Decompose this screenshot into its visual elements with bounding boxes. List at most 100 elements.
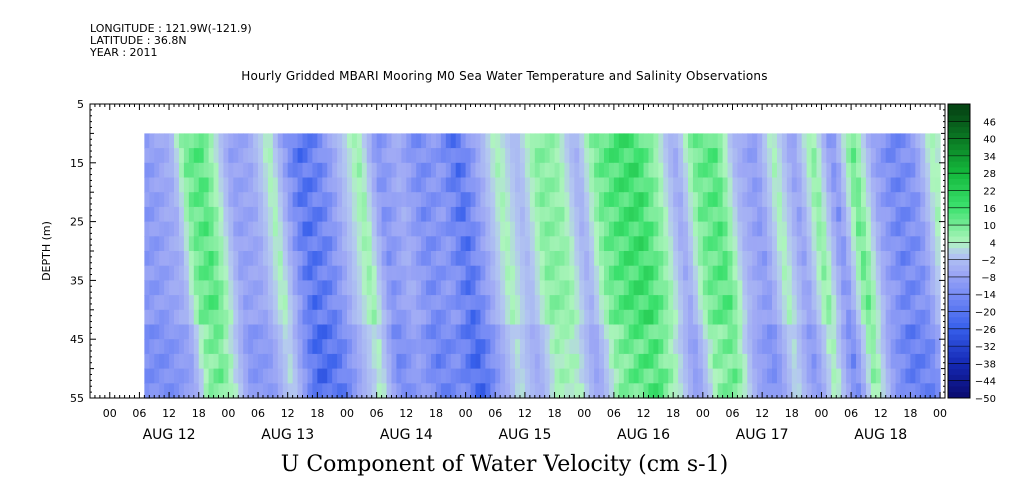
heatmap-cell (445, 339, 452, 355)
heatmap-cell (875, 339, 882, 355)
heatmap-cell (865, 280, 872, 296)
heatmap-cell (287, 309, 294, 326)
heatmap-cell (515, 221, 521, 237)
heatmap-cell (248, 251, 254, 267)
heatmap-cell (342, 206, 348, 223)
heatmap-cell (915, 383, 921, 399)
heatmap-cell (574, 251, 580, 267)
heatmap-cell (416, 339, 422, 355)
heatmap-cell (890, 148, 897, 164)
heatmap-cell (885, 309, 892, 326)
heatmap-cell (697, 177, 704, 193)
heatmap-cell (223, 280, 229, 296)
heatmap-cell (633, 206, 640, 223)
heatmap-cell (678, 383, 684, 399)
heatmap-cell (648, 339, 655, 355)
heatmap-cell (460, 295, 467, 311)
heatmap-cell (203, 162, 210, 179)
colorbar-swatch (948, 374, 970, 382)
heatmap-cell (243, 192, 249, 208)
heatmap-cell (851, 309, 857, 326)
heatmap-cell (470, 192, 477, 208)
heatmap-cell (781, 368, 788, 384)
heatmap-cell (796, 206, 803, 223)
heatmap-cell (752, 133, 758, 149)
heatmap-cell (178, 177, 185, 193)
colorbar-swatch (948, 317, 970, 324)
heatmap-cell (450, 368, 457, 384)
heatmap-cell (292, 295, 299, 311)
heatmap-cell (465, 162, 472, 179)
heatmap-cell (589, 206, 595, 223)
heatmap-cell (559, 368, 566, 384)
heatmap-cell (149, 339, 155, 355)
heatmap-cell (421, 192, 427, 208)
heatmap-cell (846, 265, 852, 281)
heatmap-cell (870, 133, 877, 149)
heatmap-cell (253, 383, 259, 399)
x-tick-label: 18 (548, 407, 562, 420)
heatmap-cell (233, 192, 239, 208)
heatmap-cell (589, 177, 595, 193)
heatmap-cell (228, 162, 234, 179)
heatmap-cell (915, 221, 921, 237)
heatmap-cell (846, 383, 852, 399)
heatmap-cell (144, 133, 150, 149)
heatmap-cell (258, 368, 264, 384)
heatmap-cell (856, 148, 862, 164)
heatmap-cell (673, 295, 679, 311)
heatmap-cell (801, 280, 808, 296)
heatmap-cell (935, 280, 941, 296)
heatmap-cell (856, 383, 862, 399)
heatmap-cell (589, 280, 595, 296)
heatmap-cell (346, 236, 353, 252)
heatmap-cell (786, 339, 793, 355)
heatmap-cell (169, 206, 175, 223)
heatmap-cell (262, 265, 269, 281)
heatmap-cell (307, 133, 313, 149)
heatmap-cell (925, 177, 931, 193)
heatmap-cell (485, 206, 491, 223)
heatmap-cell (757, 339, 763, 355)
heatmap-cell (277, 280, 284, 296)
heatmap-cell (688, 192, 694, 208)
heatmap-cell (154, 383, 160, 399)
heatmap-cell (826, 324, 832, 340)
heatmap-cell (791, 368, 798, 384)
heatmap-cell (277, 324, 284, 340)
heatmap-cell (599, 309, 605, 326)
heatmap-cell (559, 177, 566, 193)
heatmap-cell (307, 148, 313, 164)
heatmap-cell (505, 192, 511, 208)
heatmap-cell (401, 251, 407, 267)
heatmap-cell (174, 295, 180, 311)
heatmap-cell (752, 295, 758, 311)
heatmap-cell (272, 162, 279, 179)
heatmap-cell (495, 162, 501, 179)
heatmap-cell (524, 339, 531, 355)
x-tick-label: 18 (666, 407, 680, 420)
heatmap-cell (801, 251, 808, 267)
heatmap-cell (178, 324, 185, 340)
heatmap-cell (688, 148, 694, 164)
heatmap-cell (174, 162, 180, 179)
heatmap-cell (208, 177, 215, 193)
heatmap-cell (460, 221, 467, 237)
heatmap-cell (386, 324, 393, 340)
heatmap-cell (638, 265, 645, 281)
heatmap-cell (183, 162, 190, 179)
heatmap-cell (332, 133, 338, 149)
heatmap-cell (243, 133, 249, 149)
heatmap-cell (599, 353, 605, 370)
heatmap-cell (841, 295, 847, 311)
heatmap-cell (361, 339, 368, 355)
heatmap-cell (356, 265, 363, 281)
heatmap-cell (228, 148, 234, 164)
heatmap-cell (490, 192, 496, 208)
heatmap-cell (860, 177, 867, 193)
heatmap-cell (149, 265, 155, 281)
heatmap-cell (589, 221, 595, 237)
heatmap-cell (287, 295, 294, 311)
heatmap-cell (302, 383, 309, 399)
heatmap-cell (613, 280, 620, 296)
